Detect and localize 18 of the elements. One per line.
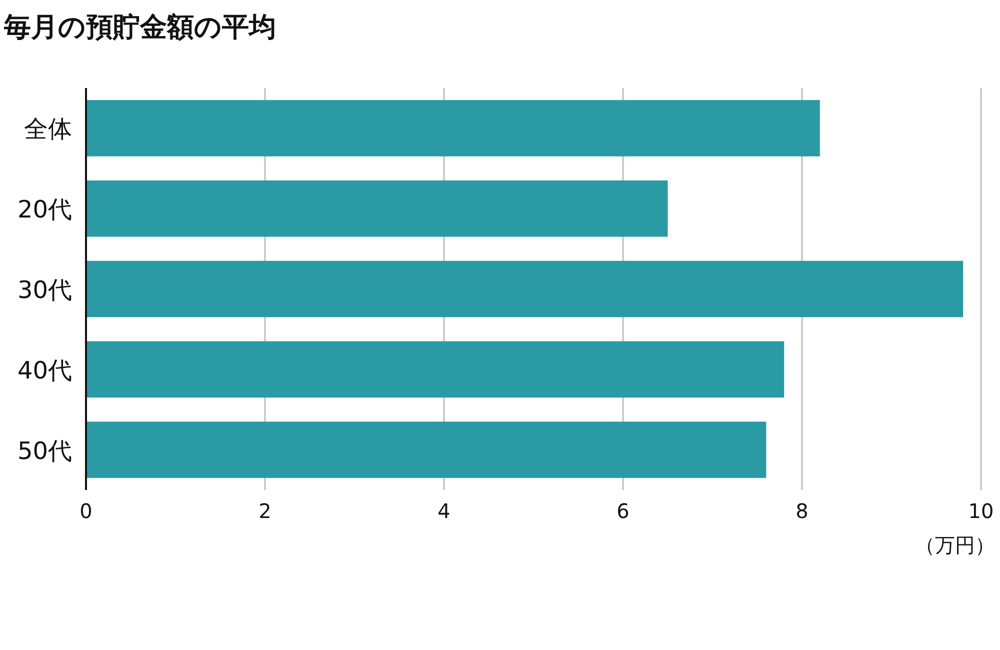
x-tick-label: 10 (968, 499, 994, 523)
bar (86, 100, 820, 156)
y-tick-label: 全体 (24, 115, 72, 144)
y-tick-label: 20代 (17, 196, 72, 224)
bar (86, 180, 668, 237)
x-tick-label: 0 (80, 499, 92, 523)
bar (86, 260, 964, 318)
chart-title: 毎月の預貯金額の平均 (3, 12, 276, 43)
x-tick-label: 6 (616, 499, 630, 523)
x-tick-label: 2 (258, 499, 272, 523)
y-tick-label: 30代 (17, 276, 72, 304)
bar (86, 341, 784, 398)
bar (86, 422, 766, 478)
x-axis-title: （万円） (915, 533, 995, 557)
x-tick-label: 8 (796, 499, 808, 523)
y-tick-label: 40代 (17, 356, 72, 384)
y-tick-label: 50代 (17, 436, 72, 465)
x-tick-label: 4 (438, 499, 450, 523)
